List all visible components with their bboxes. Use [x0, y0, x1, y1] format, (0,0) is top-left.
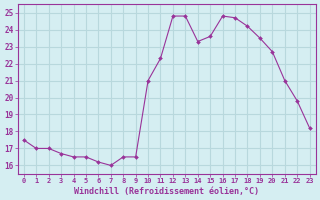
- X-axis label: Windchill (Refroidissement éolien,°C): Windchill (Refroidissement éolien,°C): [74, 187, 259, 196]
